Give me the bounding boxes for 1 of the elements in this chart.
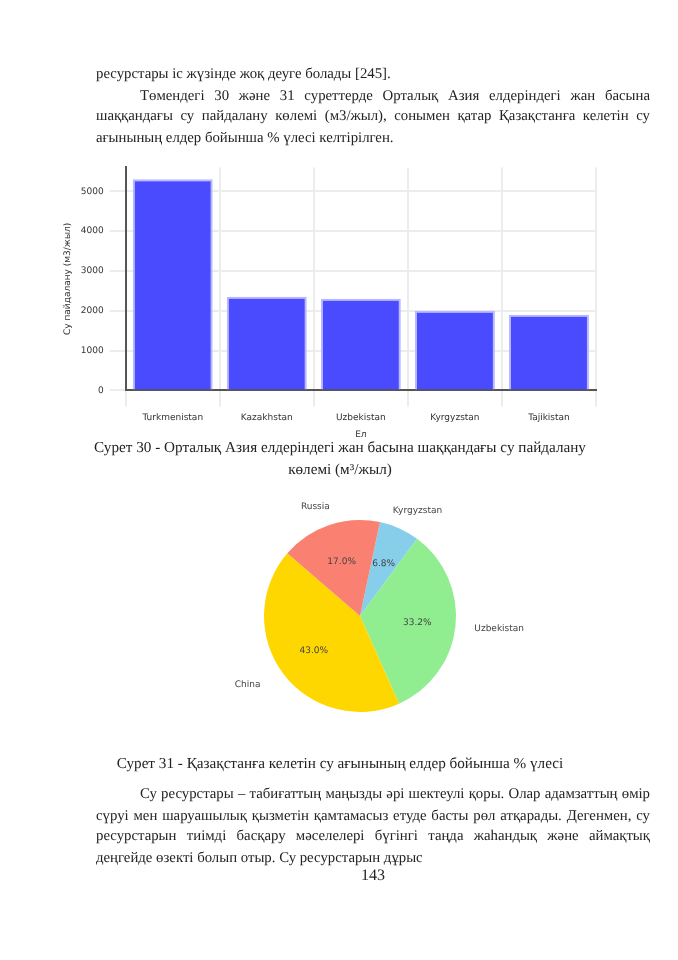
text: 143 <box>359 866 387 888</box>
